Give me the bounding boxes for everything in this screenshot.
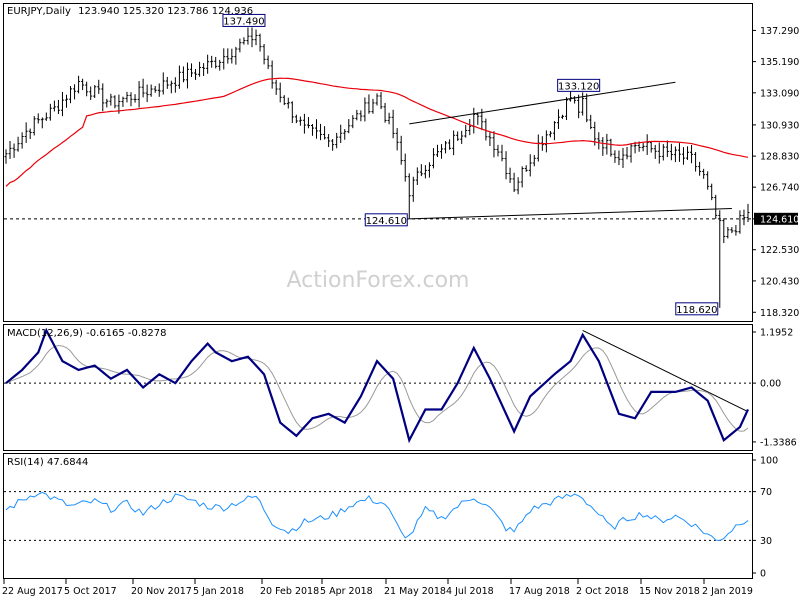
price-label: 118.620: [676, 305, 717, 316]
watermark: ActionForex.com: [287, 268, 470, 293]
price-label: 124.610: [366, 216, 407, 227]
macd-y-tick: 0.00: [760, 379, 781, 390]
macd-signal-line: [5, 344, 749, 432]
price-annotations: 137.490 133.120 124.610 118.620: [222, 13, 719, 316]
price-y-tick: 120.430: [760, 276, 799, 287]
price-label: 137.490: [223, 16, 264, 27]
macd-title: MACD(12,26,9) -0.6165 -0.8278: [7, 328, 167, 339]
price-label-box: [364, 213, 408, 227]
x-tick-label: 20 Feb 2018: [260, 586, 319, 597]
macd-main-line: [5, 327, 749, 444]
macd-trendline: [582, 329, 749, 413]
rsi-lines: [5, 491, 749, 542]
x-tick-label: 5 Apr 2018: [320, 586, 373, 597]
rsi-title: RSI(14) 47.6844: [7, 457, 88, 468]
price-y-tick: 122.530: [760, 245, 799, 256]
ma-55-line: [5, 77, 749, 187]
x-axis-ticks: 22 Aug 2017 5 Oct 2017 20 Nov 2017 5 Jan 20…: [2, 579, 753, 597]
current-price-label: 124.610: [760, 214, 799, 225]
price-label: 133.120: [558, 81, 599, 92]
macd-y-tick: -1.3386: [760, 437, 797, 448]
price-y-tick: 137.290: [760, 26, 799, 37]
x-tick-label: 2 Oct 2018: [576, 586, 629, 597]
current-price-badge: [754, 212, 798, 225]
symbol-label: EURJPY,Daily: [7, 6, 71, 17]
rsi-panel-frame: [3, 453, 753, 579]
price-candles: [4, 27, 750, 308]
macd-y-tick: 1.1952: [760, 328, 793, 339]
rsi-y-tick: 100: [760, 456, 778, 467]
moving-average: [5, 77, 749, 187]
macd-panel-frame: [3, 324, 753, 451]
x-tick-label: 5 Jan 2018: [193, 586, 244, 597]
trendlines: [409, 81, 749, 413]
rsi-y-tick: 70: [760, 487, 772, 498]
price-y-tick: 133.090: [760, 88, 799, 99]
x-tick-label: 5 Oct 2017: [64, 586, 117, 597]
x-tick-label: 17 Aug 2018: [509, 586, 570, 597]
x-tick-label: 20 Nov 2017: [131, 586, 192, 597]
macd-lines: [5, 327, 749, 444]
price-panel-frame: [3, 3, 753, 322]
price-y-tick: 126.740: [760, 183, 799, 194]
y-axis-ticks: 137.290 135.190 133.090 130.930 128.830 126.7…: [752, 26, 799, 580]
price-y-tick: 128.830: [760, 152, 799, 163]
rsi-y-tick: 0: [760, 569, 766, 580]
x-tick-label: 2 Jan 2019: [702, 586, 753, 597]
chart-symbol: EURJPY,Daily 123.940 125.320 123.786 124…: [7, 6, 253, 17]
x-tick-label: 4 Jul 2018: [446, 586, 494, 597]
ohlc-values: 123.940 125.320 123.786 124.936: [78, 6, 253, 17]
x-tick-label: 21 May 2018: [384, 586, 446, 597]
price-y-tick: 118.320: [760, 308, 799, 319]
x-tick-label: 22 Aug 2017: [2, 586, 63, 597]
price-label-box: [557, 78, 601, 92]
price-y-tick: 130.930: [760, 120, 799, 131]
x-tick-label: 15 Nov 2018: [639, 586, 700, 597]
price-label-box: [675, 302, 719, 316]
price-trendline: [409, 208, 732, 220]
price-trendline: [409, 81, 676, 125]
rsi-line: [5, 491, 749, 542]
price-label-box: [222, 13, 266, 27]
price-y-tick: 135.190: [760, 57, 799, 68]
rsi-y-tick: 30: [760, 536, 772, 547]
